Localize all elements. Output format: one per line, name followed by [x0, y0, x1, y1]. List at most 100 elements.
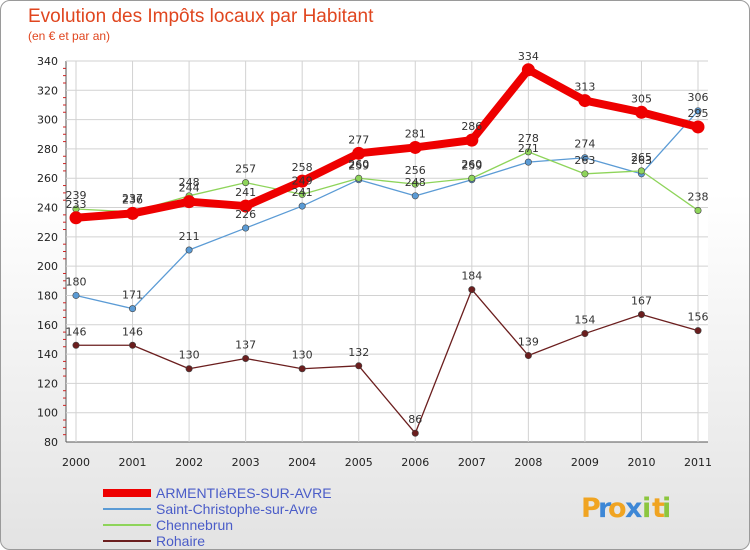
data-label: 257: [235, 163, 256, 176]
data-label: 313: [574, 81, 595, 94]
series-line-3: [75, 288, 699, 434]
data-point: [521, 63, 535, 77]
data-point: [468, 286, 476, 294]
y-tick-label: 280: [37, 143, 58, 156]
data-label: 238: [688, 190, 709, 203]
y-tick-label: 260: [37, 172, 58, 185]
data-point: [411, 429, 419, 437]
data-point: [468, 174, 476, 182]
data-label: 278: [518, 132, 539, 145]
data-label: 130: [179, 349, 200, 362]
data-label: 295: [688, 107, 709, 120]
data-label: 271: [518, 142, 539, 155]
y-tick-label: 80: [44, 436, 58, 449]
logo-letter: i: [662, 493, 671, 524]
data-point: [182, 195, 196, 209]
x-tick-label: 2000: [62, 456, 90, 469]
data-label: 132: [348, 346, 369, 359]
data-label: 146: [122, 325, 143, 338]
data-point: [524, 148, 532, 156]
x-tick-label: 2011: [684, 456, 712, 469]
legend-entry: ARMENTIèRES-SUR-AVRE: [156, 485, 332, 501]
x-tick-label: 2005: [345, 456, 373, 469]
data-label: 239: [66, 189, 87, 202]
data-point: [185, 365, 193, 373]
data-point: [637, 311, 645, 319]
data-label: 281: [405, 127, 426, 140]
data-label: 258: [292, 161, 313, 174]
legend-entry: Rohaire: [156, 533, 205, 549]
data-point: [581, 170, 589, 178]
data-point: [355, 362, 363, 370]
legend-entry: Saint-Christophe-sur-Avre: [156, 501, 318, 517]
series-line-1: [75, 110, 699, 310]
data-label: 256: [405, 164, 426, 177]
data-point: [465, 133, 479, 147]
data-label: 277: [348, 133, 369, 146]
data-label: 244: [179, 182, 200, 195]
chart-title: Evolution des Impôts locaux par Habitant: [28, 6, 374, 27]
y-tick-label: 220: [37, 231, 58, 244]
data-label: 260: [348, 158, 369, 171]
data-point: [242, 354, 250, 362]
data-point: [242, 224, 250, 232]
plot-background: [66, 61, 708, 442]
y-tick-label: 340: [37, 55, 58, 68]
logo-letter: x: [625, 493, 642, 524]
data-label: 184: [461, 270, 482, 283]
data-label: 154: [574, 314, 595, 327]
data-point: [408, 140, 422, 154]
y-tick-label: 140: [37, 348, 58, 361]
logo-letter: o: [608, 493, 627, 524]
x-tick-label: 2003: [232, 456, 260, 469]
x-tick-label: 2010: [627, 456, 655, 469]
data-label: 226: [235, 208, 256, 221]
data-label: 259: [461, 160, 482, 173]
data-point: [581, 154, 589, 162]
data-label: 130: [292, 349, 313, 362]
x-tick-label: 2002: [175, 456, 203, 469]
y-tick-label: 100: [37, 407, 58, 420]
x-axis-ticks: 2000 2001 2002 2003 2004 2005 2006 2007 2008 2009…: [62, 456, 712, 469]
data-label: 248: [405, 176, 426, 189]
data-point: [239, 199, 253, 213]
data-point: [129, 305, 137, 313]
data-label: 167: [631, 295, 652, 308]
data-label: 306: [688, 91, 709, 104]
y-axis-ticks: 80 100 120 140 160 180 200 220 240 260 280 300 320 34…: [37, 55, 66, 449]
data-label: 146: [66, 325, 87, 338]
data-point: [637, 167, 645, 175]
series-group: 146 146 130 137 130 132 86 184 139 154 167 156 180 17…: [66, 50, 709, 437]
x-tick-label: 2007: [458, 456, 486, 469]
data-label: 156: [688, 311, 709, 324]
series-line-0: [72, 65, 702, 222]
legend-entry: Chennebrun: [156, 517, 233, 533]
data-point: [411, 180, 419, 188]
data-label: 259: [348, 160, 369, 173]
data-label: 233: [66, 198, 87, 211]
data-point: [524, 158, 532, 166]
x-tick-label: 2004: [288, 456, 316, 469]
data-point: [411, 192, 419, 200]
data-point: [185, 246, 193, 254]
x-tick-label: 2009: [571, 456, 599, 469]
data-label: 237: [122, 192, 143, 205]
x-tick-label: 2008: [514, 456, 542, 469]
data-point: [242, 179, 250, 187]
logo-letter: P: [581, 493, 601, 524]
logo-letter: i: [642, 493, 651, 524]
y-tick-label: 200: [37, 260, 58, 273]
data-point: [295, 174, 309, 188]
data-point: [634, 105, 648, 119]
data-point: [129, 341, 137, 349]
data-point: [578, 94, 592, 108]
data-label: 334: [518, 50, 539, 63]
data-label: 263: [574, 154, 595, 167]
data-point: [691, 120, 705, 134]
data-point: [298, 202, 306, 210]
data-label: 305: [631, 92, 652, 105]
y-tick-label: 240: [37, 202, 58, 215]
chart-subtitle: (en € et par an): [28, 29, 110, 43]
